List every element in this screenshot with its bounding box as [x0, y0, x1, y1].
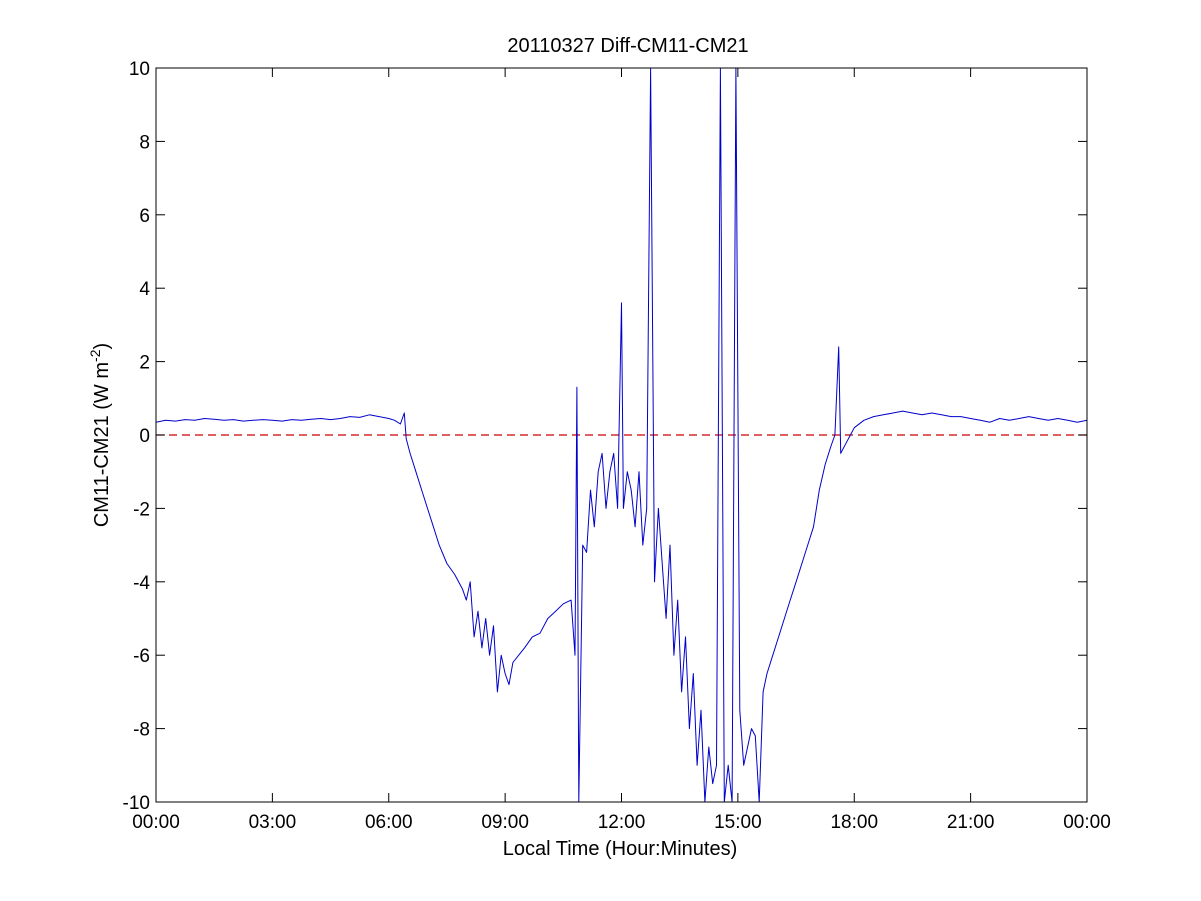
y-tick-label-6: -2 — [133, 499, 150, 520]
y-axis-title-superscript: -2 — [87, 349, 103, 362]
y-tick-label-3: 4 — [139, 279, 150, 300]
x-tick-label-5: 15:00 — [714, 812, 762, 833]
x-tick-label-2: 06:00 — [365, 812, 413, 833]
x-tick-label-7: 21:00 — [947, 812, 995, 833]
x-tick-label-3: 09:00 — [481, 812, 529, 833]
y-axis-title-text: CM11-CM21 (W m — [91, 362, 113, 527]
y-tick-label-8: -6 — [133, 646, 150, 667]
x-axis-title: Local Time (Hour:Minutes) — [503, 838, 738, 860]
y-tick-label-9: -8 — [133, 720, 150, 741]
x-tick-label-4: 12:00 — [598, 812, 646, 833]
plot-area: 00:00 03:00 06:00 09:00 12:00 15:00 18:00 21:00… — [123, 59, 1111, 833]
x-tick-label-6: 18:00 — [830, 812, 878, 833]
y-axis-title-close: ) — [91, 343, 113, 350]
y-tick-label-1: 8 — [139, 132, 150, 153]
y-tick-label-7: -4 — [133, 573, 150, 594]
y-tick-label-5: 0 — [139, 426, 150, 447]
chart-title: 20110327 Diff-CM11-CM21 — [507, 35, 748, 57]
y-tick-label-0: 10 — [129, 59, 150, 80]
y-tick-label-2: 6 — [139, 206, 150, 227]
y-tick-label-10: -10 — [123, 793, 150, 814]
y-tick-label-4: 2 — [139, 353, 150, 374]
x-tick-label-8: 00:00 — [1063, 812, 1111, 833]
x-tick-label-1: 03:00 — [249, 812, 297, 833]
y-axis-title: CM11-CM21 (W m-2) — [87, 343, 113, 527]
series-line-0 — [156, 68, 1087, 802]
x-tick-label-0: 00:00 — [132, 812, 180, 833]
